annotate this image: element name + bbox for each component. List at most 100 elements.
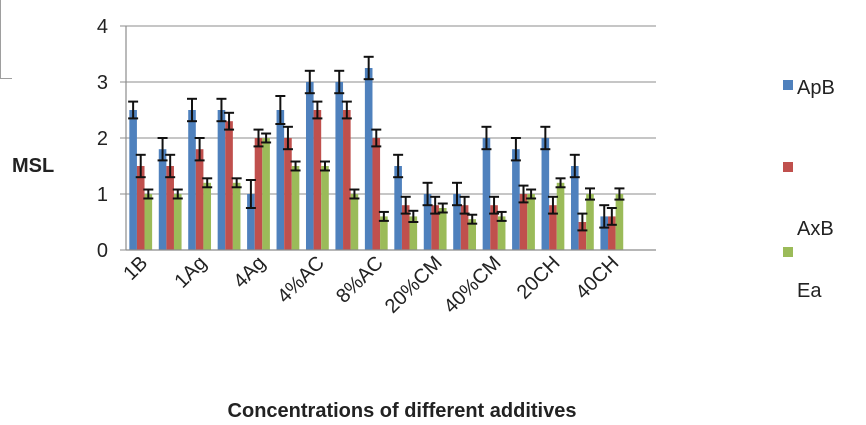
error-bar-ea-7: [349, 188, 360, 200]
bar-ea-8: [380, 216, 388, 250]
error-bar-axb-7: [341, 100, 352, 120]
bar-axb-13: [519, 194, 528, 250]
bar-axb-1: [166, 166, 174, 250]
error-bar-ea-5: [290, 160, 301, 172]
bar-apb-3: [217, 110, 226, 250]
error-bar-axb-13: [518, 184, 529, 204]
error-bar-apb-1: [157, 137, 168, 162]
bar-axb-9: [401, 205, 410, 250]
legend-swatch-apb: [783, 80, 793, 90]
bar-ea-15: [586, 194, 594, 250]
bar-axb-0: [136, 166, 145, 250]
x-tick-label-4: 4Ag: [229, 252, 270, 293]
error-bar-axb-5: [282, 125, 293, 151]
y-axis-ticks: 0 1 2 3 4: [97, 16, 108, 262]
error-bar-apb-5: [275, 95, 286, 125]
bar-axb-11: [460, 205, 469, 250]
bar-apb-7: [335, 82, 344, 250]
x-tick-label-16: 40CH: [572, 252, 624, 304]
error-bar-axb-8: [371, 128, 382, 148]
error-bar-ea-16: [614, 187, 625, 201]
error-bar-apb-12: [481, 125, 492, 151]
error-bar-ea-12: [496, 210, 507, 222]
y-tick-label-1: 1: [97, 184, 108, 206]
bar-ea-7: [350, 194, 359, 250]
error-bar-axb-11: [459, 195, 470, 215]
error-bar-axb-14: [547, 195, 558, 215]
bar-axb-16: [608, 216, 616, 250]
y-tick-label-3: 3: [97, 72, 108, 94]
bar-axb-8: [372, 138, 381, 250]
error-bar-axb-3: [224, 111, 235, 131]
error-bar-ea-13: [526, 188, 537, 200]
error-bar-apb-16: [599, 204, 610, 229]
bar-ea-11: [468, 219, 477, 250]
y-tick-label-4: 4: [97, 16, 108, 38]
bar-axb-15: [578, 222, 587, 250]
error-bar-axb-0: [135, 153, 146, 179]
error-bar-apb-6: [304, 69, 315, 95]
bar-apb-5: [276, 110, 285, 250]
error-bar-apb-15: [569, 153, 580, 179]
bar-apb-2: [188, 110, 196, 250]
error-bar-apb-11: [452, 181, 463, 207]
bar-apb-9: [394, 166, 402, 250]
error-bar-ea-4: [261, 132, 272, 144]
error-bar-apb-9: [393, 153, 404, 179]
x-tick-label-10: 20%CM: [381, 252, 447, 318]
error-bar-axb-6: [312, 100, 323, 120]
y-tick-label-2: 2: [97, 128, 108, 150]
bar-ea-2: [203, 182, 212, 250]
x-axis-title: Concentrations of different additives: [228, 400, 577, 422]
error-bar-ea-0: [143, 188, 154, 200]
error-bar-apb-3: [216, 97, 227, 123]
bar-ea-10: [438, 208, 447, 250]
error-bar-apb-8: [363, 55, 374, 81]
y-tick-label-0: 0: [97, 240, 108, 262]
error-bar-axb-2: [194, 137, 205, 162]
bar-apb-8: [364, 68, 373, 250]
bar-apb-12: [482, 138, 491, 250]
bar-axb-12: [490, 205, 498, 250]
bar-axb-10: [431, 205, 439, 250]
bar-ea-13: [527, 194, 535, 250]
error-bar-apb-10: [422, 181, 433, 207]
legend-label-apb: ApB: [797, 77, 835, 99]
error-bar-ea-11: [467, 213, 478, 225]
bar-ea-0: [144, 194, 153, 250]
x-tick-label-8: 8%AC: [332, 252, 388, 308]
x-tick-label-2: 1Ag: [170, 252, 211, 293]
legend: ApB AxB Ea: [783, 77, 835, 302]
bar-ea-3: [232, 182, 241, 250]
error-bar-apb-2: [187, 97, 198, 123]
bar-ea-6: [321, 166, 329, 250]
bar-apb-14: [541, 138, 550, 250]
bar-axb-6: [313, 110, 322, 250]
bar-ea-9: [409, 216, 418, 250]
x-tick-label-6: 4%AC: [273, 252, 329, 308]
error-bar-axb-12: [489, 195, 500, 215]
axes: [120, 25, 656, 251]
bar-axb-4: [254, 138, 263, 250]
error-bar-axb-1: [165, 153, 176, 179]
bar-ea-4: [262, 138, 270, 250]
bar-ea-5: [291, 166, 300, 250]
error-bar-ea-9: [408, 209, 419, 223]
bar-apb-16: [600, 216, 609, 250]
error-bar-axb-10: [430, 195, 441, 215]
legend-swatch-axb: [783, 162, 793, 172]
bar-apb-6: [305, 82, 314, 250]
error-bar-axb-9: [400, 195, 411, 215]
legend-swatch-ea: [783, 247, 793, 257]
error-bar-apb-13: [510, 137, 521, 162]
bar-axb-2: [195, 149, 204, 250]
legend-label-axb: AxB: [797, 218, 834, 240]
bars: [129, 68, 624, 250]
bar-axb-3: [225, 121, 233, 250]
error-bar-ea-2: [202, 177, 213, 189]
error-bar-ea-14: [555, 177, 566, 189]
error-bar-ea-10: [437, 202, 448, 214]
bar-apb-11: [453, 194, 461, 250]
